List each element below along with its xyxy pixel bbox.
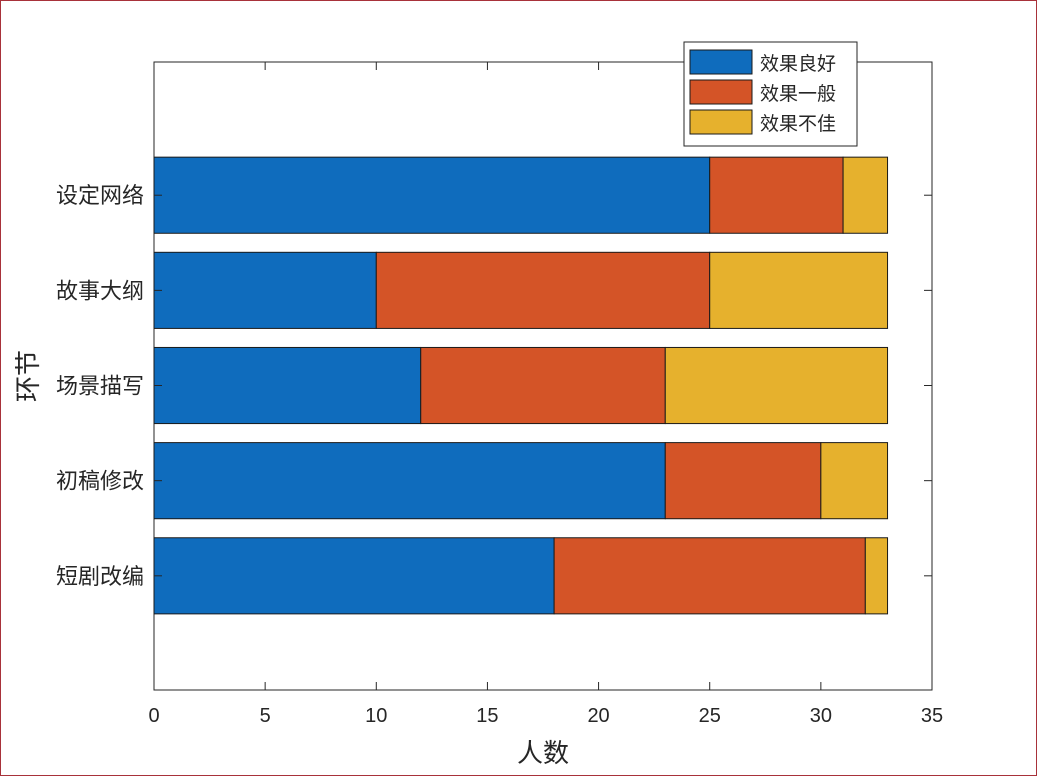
bar-segment-3-3: [664, 346, 889, 425]
bar-segment-5-1: [153, 537, 555, 615]
bar-segment-5-2: [553, 537, 866, 615]
x-axis-title: 人数: [517, 739, 569, 769]
legend-label-3: 效果不佳: [760, 113, 836, 135]
bar-segment-1-3: [842, 156, 889, 234]
legend-swatch-3: [689, 109, 753, 135]
x-tick-label: 10: [365, 705, 387, 727]
x-tick-label: 35: [921, 705, 943, 727]
x-tick-label: 0: [148, 705, 159, 727]
bar-segment-4-2: [664, 442, 822, 520]
legend-swatch-2: [689, 79, 753, 105]
bar-segment-1-1: [153, 156, 711, 234]
bar-segment-2-1: [153, 251, 377, 329]
bar-segment-3-2: [420, 346, 666, 425]
bar-segment-2-3: [709, 251, 889, 329]
y-tick-label: 设定网络: [56, 184, 144, 209]
legend-label-2: 效果一般: [760, 83, 836, 105]
bar-segment-1-2: [709, 156, 844, 234]
x-tick-label: 15: [476, 705, 498, 727]
bar-segment-5-3: [864, 537, 889, 615]
bar-segment-4-1: [153, 442, 666, 520]
x-tick-label: 25: [699, 705, 721, 727]
y-tick-label: 场景描写: [56, 375, 144, 400]
x-tick-label: 30: [810, 705, 832, 727]
bar-segment-2-2: [375, 251, 711, 329]
x-tick-label: 5: [260, 705, 271, 727]
bar-segment-4-3: [820, 442, 889, 520]
y-tick-label: 短剧改编: [56, 565, 144, 590]
legend-label-1: 效果良好: [760, 53, 836, 75]
y-axis-title: 环节: [14, 350, 44, 402]
x-tick-label: 20: [587, 705, 609, 727]
legend-swatch-1: [689, 49, 753, 75]
y-tick-label: 故事大纲: [56, 279, 144, 304]
y-tick-label: 初稿修改: [56, 470, 144, 495]
bar-segment-3-1: [153, 346, 422, 425]
bars-group: [153, 156, 889, 615]
